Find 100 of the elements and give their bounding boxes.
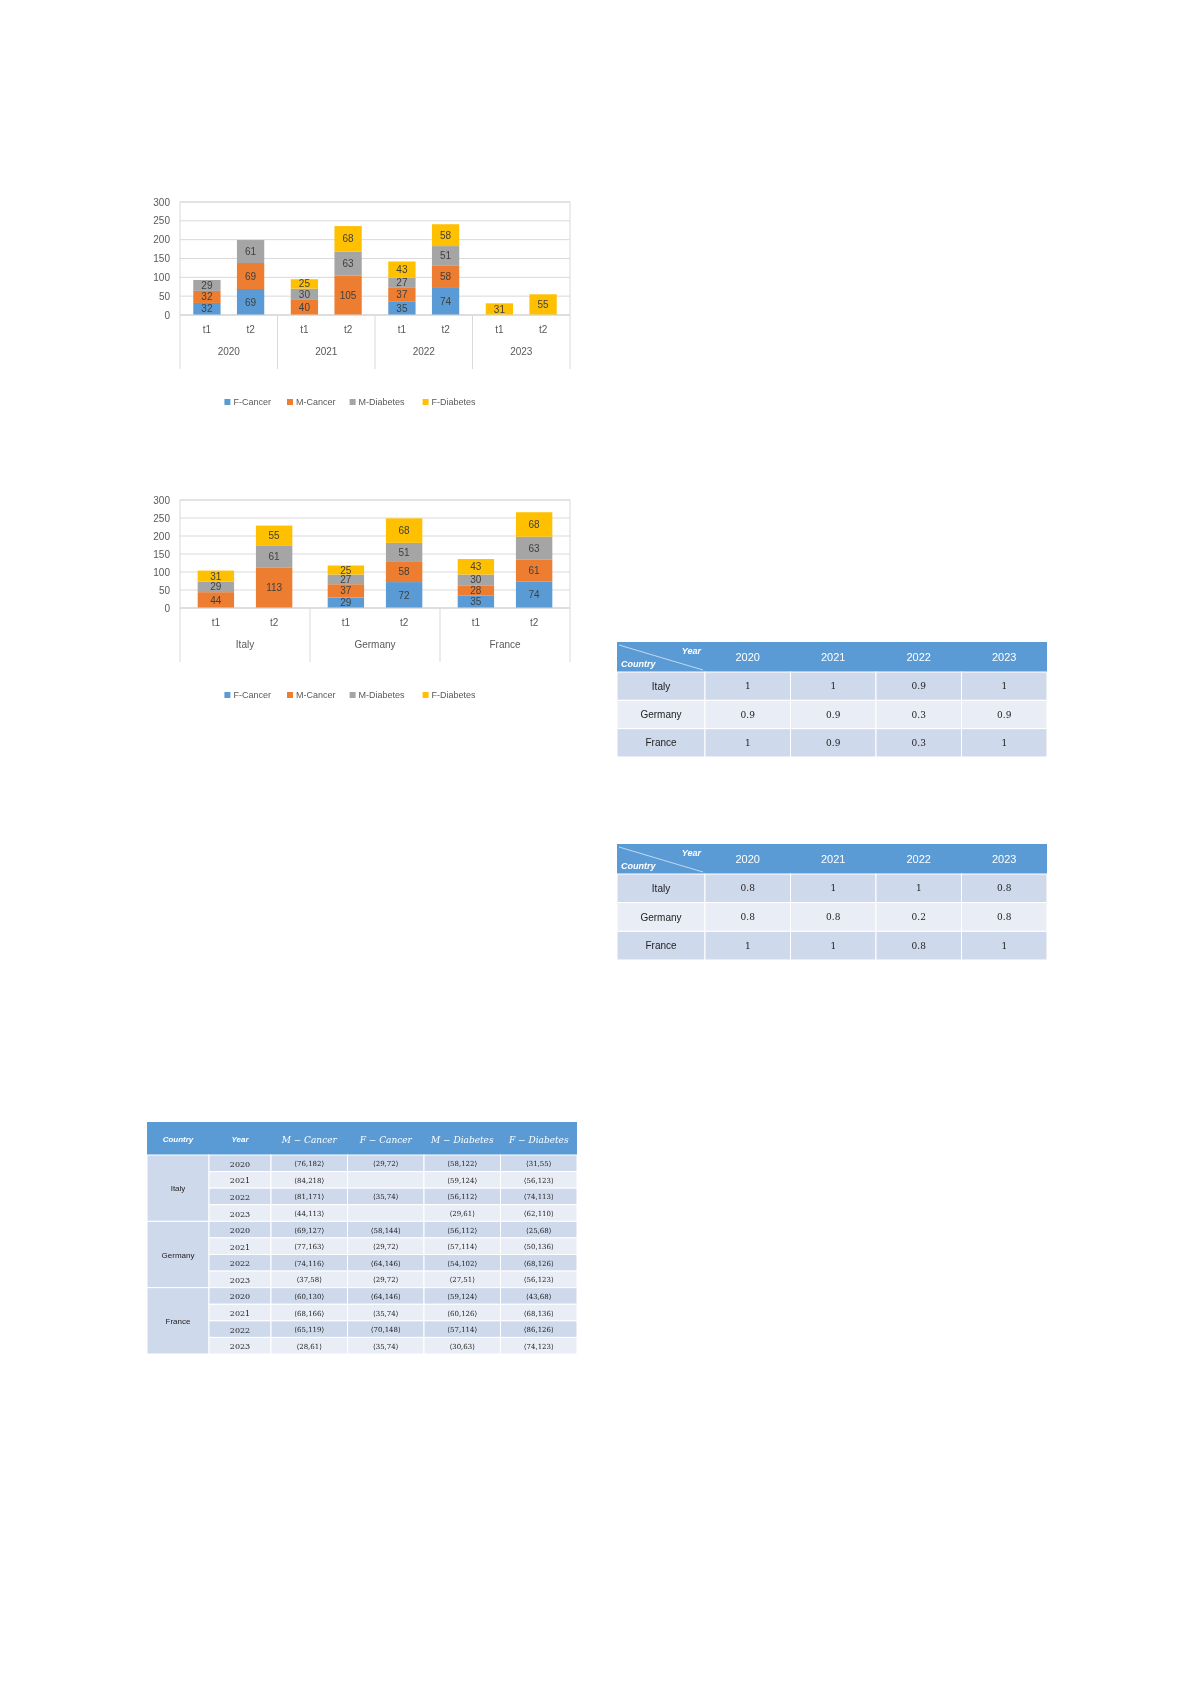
- y-tick-label: 250: [153, 512, 171, 524]
- data-label: 43: [396, 264, 408, 276]
- data-label: 72: [398, 589, 411, 601]
- data-label: 58: [440, 229, 452, 241]
- legend-label: F-Diabetes: [431, 397, 477, 407]
- data-label: 68: [528, 518, 541, 530]
- x-tick-label: t2: [529, 617, 539, 628]
- data-label: 43: [470, 561, 482, 573]
- x-tick-label: t2: [538, 324, 548, 335]
- data-label: 0.8: [911, 940, 927, 951]
- data-label: 29: [201, 279, 213, 291]
- y-tick-label: 0: [164, 309, 171, 321]
- data-label: 55: [537, 299, 550, 311]
- x-tick-label: 2020: [735, 651, 760, 663]
- legend-label: F-Cancer: [233, 397, 271, 407]
- legend-label: M-Diabetes: [358, 690, 406, 700]
- data-label: 27: [396, 277, 408, 289]
- y-tick-label: France: [645, 940, 677, 952]
- data-label: 1: [744, 737, 751, 748]
- x-axis-title: Year: [681, 646, 702, 656]
- data-label: 55: [268, 529, 281, 541]
- data-label: 1: [915, 883, 922, 894]
- y-tick-label: France: [645, 737, 677, 749]
- text: 2023: [510, 346, 533, 357]
- data-label: 35: [470, 596, 482, 608]
- data-label: 25: [298, 278, 311, 290]
- x-axis-title: Year: [681, 848, 702, 858]
- y-tick-label: 2022: [229, 1259, 251, 1269]
- data-label: 63: [342, 258, 355, 270]
- data-label: 51: [440, 250, 452, 262]
- data-label: 105: [339, 289, 357, 301]
- y-tick-label: Italy: [651, 680, 671, 692]
- data-label: 113: [266, 582, 283, 594]
- data-label: 32: [201, 291, 213, 303]
- text: 2022: [412, 346, 436, 357]
- x-tick-label: F − Cancer: [358, 1134, 413, 1145]
- text: 2021: [315, 346, 338, 357]
- data-label: 27: [340, 573, 352, 585]
- x-tick-label: M − Cancer: [280, 1134, 338, 1145]
- data-label: 0.8: [826, 912, 841, 922]
- data-label: 74: [528, 589, 541, 601]
- data-label: 44: [210, 594, 222, 606]
- x-tick-label: 2021: [821, 853, 846, 865]
- legend-label: M-Cancer: [296, 397, 336, 407]
- data-label: 35: [396, 302, 408, 314]
- y-tick-label: 2020: [229, 1159, 251, 1169]
- y-tick-label: 2023: [229, 1275, 251, 1285]
- data-label: 30: [470, 574, 482, 586]
- x-tick-label: 2023: [992, 853, 1017, 865]
- y-tick-label: 250: [153, 215, 171, 227]
- data-label: 29: [210, 581, 222, 593]
- data-label: 61: [528, 564, 541, 576]
- y-tick-label: 100: [153, 271, 171, 283]
- data-label: 68: [398, 525, 411, 537]
- data-label: 61: [245, 246, 257, 258]
- y-tick-label: 50: [158, 290, 171, 302]
- data-label: 0.9: [826, 737, 841, 748]
- y-axis-title: Country: [621, 659, 657, 669]
- data-label: 0.8: [740, 883, 756, 894]
- x-tick-label: 2021: [821, 651, 846, 663]
- data-label: 58: [440, 270, 452, 282]
- data-label: 1: [830, 940, 837, 951]
- data-label: 40: [298, 301, 311, 313]
- data-label: 32: [201, 303, 213, 315]
- legend-label: M-Cancer: [296, 690, 336, 700]
- y-tick-label: 300: [153, 494, 171, 506]
- x-tick-label: t1: [471, 617, 481, 628]
- x-tick-label: M − Diabetes: [429, 1134, 494, 1145]
- x-tick-label: t1: [397, 324, 407, 335]
- data-label: 37: [340, 585, 352, 597]
- data-label: 31: [210, 570, 222, 582]
- y-tick-label: Germany: [640, 911, 682, 923]
- text: 2020: [217, 346, 241, 357]
- data-label: 61: [268, 550, 281, 562]
- y-tick-label: 2022: [229, 1192, 251, 1202]
- y-tick-label: 2022: [229, 1325, 251, 1335]
- data-label: 1: [1001, 681, 1008, 692]
- y-tick-label: 200: [153, 234, 171, 246]
- y-tick-label: 2023: [229, 1209, 251, 1219]
- data-label: 30: [298, 288, 311, 300]
- x-tick-label: t2: [343, 324, 353, 335]
- y-tick-label: 2021: [229, 1176, 251, 1186]
- data-label: 0.9: [997, 709, 1012, 720]
- y-tick-label: 50: [158, 584, 171, 596]
- data-label: 51: [398, 546, 411, 558]
- y-axis-title: Country: [621, 861, 657, 871]
- text: France: [489, 639, 521, 650]
- data-label: 1: [1001, 940, 1008, 951]
- y-tick-label: 200: [153, 530, 171, 542]
- x-tick-label: t2: [246, 324, 256, 335]
- y-axis-title: Year: [231, 1134, 250, 1144]
- y-tick-label: Italy: [651, 882, 671, 894]
- data-label: 1: [830, 681, 837, 692]
- legend-label: F-Cancer: [233, 690, 271, 700]
- y-tick-label: 150: [153, 253, 171, 264]
- data-label: 28: [470, 584, 482, 596]
- x-tick-label: t1: [495, 324, 505, 335]
- data-label: 63: [528, 542, 541, 554]
- y-tick-label: 2020: [229, 1292, 251, 1302]
- x-tick-label: t2: [399, 617, 409, 628]
